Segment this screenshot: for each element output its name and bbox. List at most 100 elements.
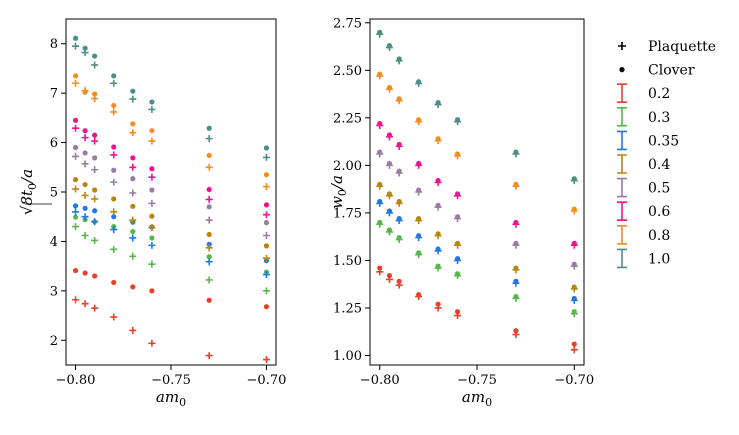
clover-point — [513, 278, 519, 284]
legend-errorbar-marker — [617, 154, 627, 174]
clover-point — [263, 243, 270, 249]
clover-point — [130, 203, 136, 209]
series-beta-0.6 — [376, 120, 578, 249]
clover-point — [386, 132, 393, 138]
plaquette-point — [129, 129, 137, 137]
series-beta-0.5 — [376, 149, 578, 270]
clover-point — [92, 187, 98, 193]
clover-point — [396, 56, 402, 62]
clover-point — [72, 203, 79, 209]
clover-point — [386, 84, 393, 91]
y-tick-label: 2.50 — [333, 64, 362, 79]
clover-point — [149, 288, 155, 294]
plaquette-point — [72, 152, 80, 160]
plaquette-point — [129, 216, 137, 224]
clover-point — [82, 181, 88, 188]
clover-point — [571, 341, 577, 347]
legend-label: 0.3 — [648, 110, 670, 126]
y-tick-label: 1.75 — [333, 206, 362, 221]
plaquette-point — [91, 137, 99, 145]
clover-point — [396, 168, 402, 174]
plaquette-point — [91, 218, 99, 226]
plaquette-point — [110, 151, 118, 159]
y-tick-label: 3 — [50, 284, 58, 299]
clover-point — [513, 328, 519, 334]
clover-point — [111, 196, 117, 202]
clover-point — [435, 263, 441, 269]
clover-point — [111, 144, 117, 150]
clover-point — [416, 292, 422, 298]
y-tick-label: 2.25 — [333, 111, 362, 126]
plaquette-point — [262, 287, 270, 295]
plaquette-point — [129, 326, 137, 334]
clover-point — [206, 125, 212, 131]
clover-point — [82, 89, 88, 95]
legend-label: 0.2 — [648, 86, 670, 102]
clover-point — [72, 214, 79, 220]
legend-label: Plaquette — [648, 39, 716, 55]
clover-point — [513, 149, 519, 155]
legend-errorbar-marker — [617, 107, 627, 127]
clover-point — [149, 128, 155, 134]
clover-point — [454, 240, 461, 246]
clover-point — [454, 309, 461, 315]
plaquette-point — [110, 178, 118, 186]
plaquette-point — [262, 356, 270, 364]
y-tick-label: 7 — [50, 87, 58, 102]
series-beta-0.35 — [376, 198, 578, 304]
series-beta-0.4 — [376, 181, 578, 293]
clover-point — [206, 204, 212, 210]
x-axis-label: am0 — [462, 388, 492, 409]
plaquette-point — [205, 352, 213, 360]
clover-point — [377, 219, 383, 226]
plaquette-point — [262, 231, 270, 239]
series-beta-0.8 — [376, 71, 578, 215]
clover-point — [396, 198, 402, 205]
plaquette-point — [262, 271, 270, 279]
clover-point — [149, 235, 155, 241]
clover-point — [206, 297, 212, 303]
clover-point — [72, 73, 79, 79]
x-tick-label: −0.80 — [56, 373, 96, 388]
y-tick-label: 1.00 — [333, 349, 362, 364]
clover-point — [435, 202, 441, 208]
plaquette-point — [148, 339, 156, 347]
clover-point — [82, 205, 88, 211]
plaquette-point — [72, 42, 80, 50]
clover-point — [435, 136, 441, 142]
plaquette-point — [72, 124, 80, 132]
clover-point — [416, 79, 422, 85]
y-tick-label: 2 — [50, 334, 58, 349]
legend-label: 0.5 — [648, 181, 670, 197]
clover-point — [377, 149, 383, 155]
clover-point — [72, 144, 79, 151]
plaquette-point — [148, 173, 156, 181]
clover-point — [130, 88, 136, 94]
clover-point — [111, 73, 117, 79]
clover-point — [386, 43, 393, 49]
x-tick-label: −0.70 — [247, 373, 287, 388]
legend-label: Clover — [648, 63, 695, 79]
clover-point — [92, 91, 98, 97]
clover-point — [386, 208, 393, 214]
plaquette-point — [81, 213, 89, 221]
clover-point — [130, 228, 136, 235]
clover-point — [111, 102, 117, 109]
series-beta-0.3 — [376, 219, 578, 318]
clover-point — [92, 155, 98, 161]
plaquette-point — [110, 313, 118, 321]
clover-point — [72, 177, 79, 183]
y-tick-label: 1.50 — [333, 254, 362, 269]
clover-point — [513, 240, 519, 246]
right-panel: −0.80 −0.75 −0.70 1.00 1.25 1.50 1.75 2.00 2.25 2… — [328, 16, 594, 409]
y-axis-label: w0/a — [328, 175, 349, 209]
clover-point — [263, 202, 270, 208]
clover-point — [454, 117, 461, 123]
plaquette-point — [262, 211, 270, 219]
legend-errorbar-marker — [617, 225, 627, 245]
plaquette-point — [72, 208, 80, 216]
plaquette-point — [81, 134, 89, 142]
plaquette-point — [81, 300, 89, 308]
x-tick-label: −0.75 — [457, 373, 497, 388]
